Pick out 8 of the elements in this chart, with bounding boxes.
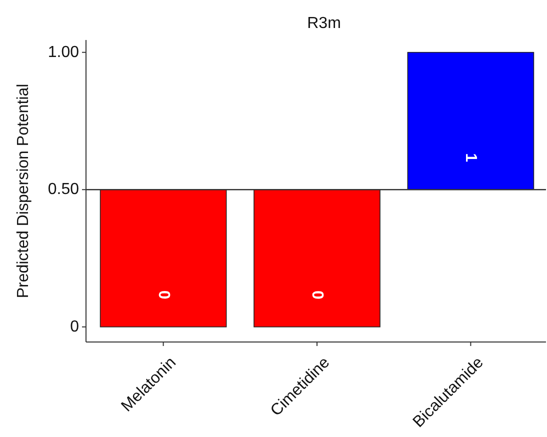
data-label: 0 (308, 290, 326, 300)
data-label: 1 (462, 153, 480, 162)
y-tick-label: 1.00 (48, 44, 80, 61)
y-tick-label: 0 (70, 318, 80, 336)
chart-title: R3m (307, 15, 341, 32)
y-tick-label: 0.50 (48, 181, 80, 198)
y-axis-title: Predicted Dispersion Potential (15, 84, 32, 298)
data-label: 0 (154, 290, 172, 300)
